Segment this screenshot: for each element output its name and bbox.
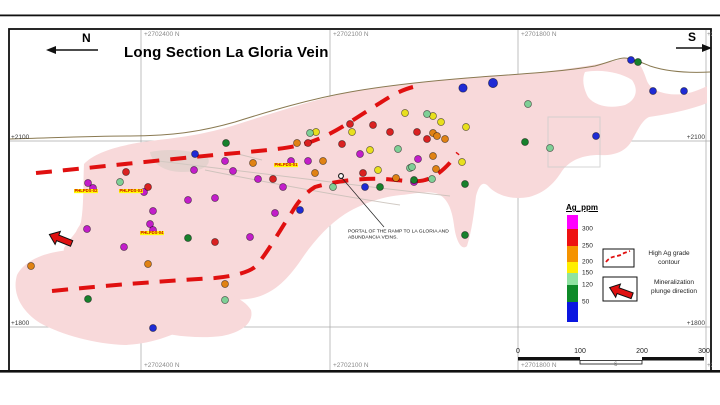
drill-intercept-dot [359,169,367,177]
drill-intercept-dots [27,56,688,332]
drill-intercept-dot [146,220,154,228]
legend-plunge-arrow-icon [608,283,634,300]
drill-intercept-dot [423,110,431,118]
drill-intercept-dot [414,155,422,163]
drill-intercept-dot [221,296,229,304]
drill-intercept-dot [229,167,237,175]
drill-intercept-dot [287,157,295,165]
south-arrow-icon [676,44,712,52]
drill-intercept-dot [184,196,192,204]
drill-intercept-dot [433,132,441,140]
drill-intercept-dot [304,139,312,147]
drill-intercept-dot [249,159,257,167]
drill-intercept-dot [369,121,377,129]
drill-intercept-dot [592,132,600,140]
drill-intercept-dot [521,138,529,146]
drill-intercept-dot [190,166,198,174]
legend-symbols [602,248,638,302]
drill-intercept-dot [311,169,319,177]
drill-intercept-dot [458,158,466,166]
drill-intercept-dot [408,163,416,171]
drill-intercept-dot [89,184,97,192]
drill-intercept-dot [144,183,152,191]
plunge-arrow-map [48,230,74,247]
drill-intercept-dot [458,83,468,93]
drill-intercept-dot [392,174,400,182]
drill-intercept-dot [348,128,356,136]
drill-intercept-dot [432,165,440,173]
drill-intercept-dot [246,233,254,241]
north-arrow-icon [46,46,98,54]
drill-intercept-dot [376,183,384,191]
drill-intercept-dot [429,152,437,160]
portal-marker [338,173,344,179]
envelope-notch [583,70,636,107]
drill-intercept-dot [279,183,287,191]
drill-intercept-dot [222,139,230,147]
drill-intercept-dot [122,168,130,176]
drill-intercept-dot [338,140,346,148]
drill-intercept-dot [437,118,445,126]
drill-intercept-dot [410,176,418,184]
drill-intercept-dot [546,144,554,152]
drill-intercept-dot [293,139,301,147]
drill-intercept-dot [27,262,35,270]
drill-intercept-dot [461,180,469,188]
drill-intercept-dot [116,178,124,186]
drill-intercept-dot [627,56,635,64]
drill-intercept-dot [191,150,199,158]
drill-intercept-dot [83,225,91,233]
drill-intercept-dot [680,87,688,95]
drill-intercept-dot [211,194,219,202]
drill-intercept-dot [394,145,402,153]
drill-intercept-dot [296,206,304,214]
drill-intercept-dot [211,238,219,246]
drill-intercept-dot [221,157,229,165]
drill-intercept-dot [374,166,382,174]
drill-intercept-dot [149,324,157,332]
drill-intercept-dot [649,87,657,95]
drill-intercept-dot [386,128,394,136]
drill-intercept-dot [149,207,157,215]
drill-intercept-dot [149,226,157,234]
drill-intercept-dot [413,128,421,136]
drill-intercept-dot [488,78,498,88]
drill-intercept-dot [356,150,364,158]
drill-intercept-dot [329,183,337,191]
drill-intercept-dot [269,175,277,183]
portal-leader-line [341,177,385,228]
legend-contour-sample [605,250,631,263]
drill-intercept-dot [184,234,192,242]
drill-intercept-dot [461,231,469,239]
drill-intercept-dot [524,100,532,108]
drill-intercept-dot [144,260,152,268]
map-frame-border [8,28,712,372]
drill-intercept-dot [361,183,369,191]
drill-intercept-dot [423,135,431,143]
drill-intercept-dot [428,175,436,183]
drill-intercept-dot [346,120,354,128]
drill-intercept-dot [254,175,262,183]
top-rule [0,14,720,17]
drill-intercept-dot [120,243,128,251]
drill-intercept-dot [306,129,314,137]
drill-intercept-dot [84,295,92,303]
drill-intercept-dot [221,280,229,288]
drill-intercept-dot [271,209,279,217]
drill-intercept-dot [84,179,92,187]
scale-bar [518,357,704,365]
drill-intercept-dot [634,58,642,66]
drill-intercept-dot [441,135,449,143]
drill-intercept-dot [366,146,374,154]
drill-intercept-dot [401,109,409,117]
drill-intercept-dot [319,157,327,165]
drill-intercept-dot [462,123,470,131]
drill-intercept-dot [304,157,312,165]
